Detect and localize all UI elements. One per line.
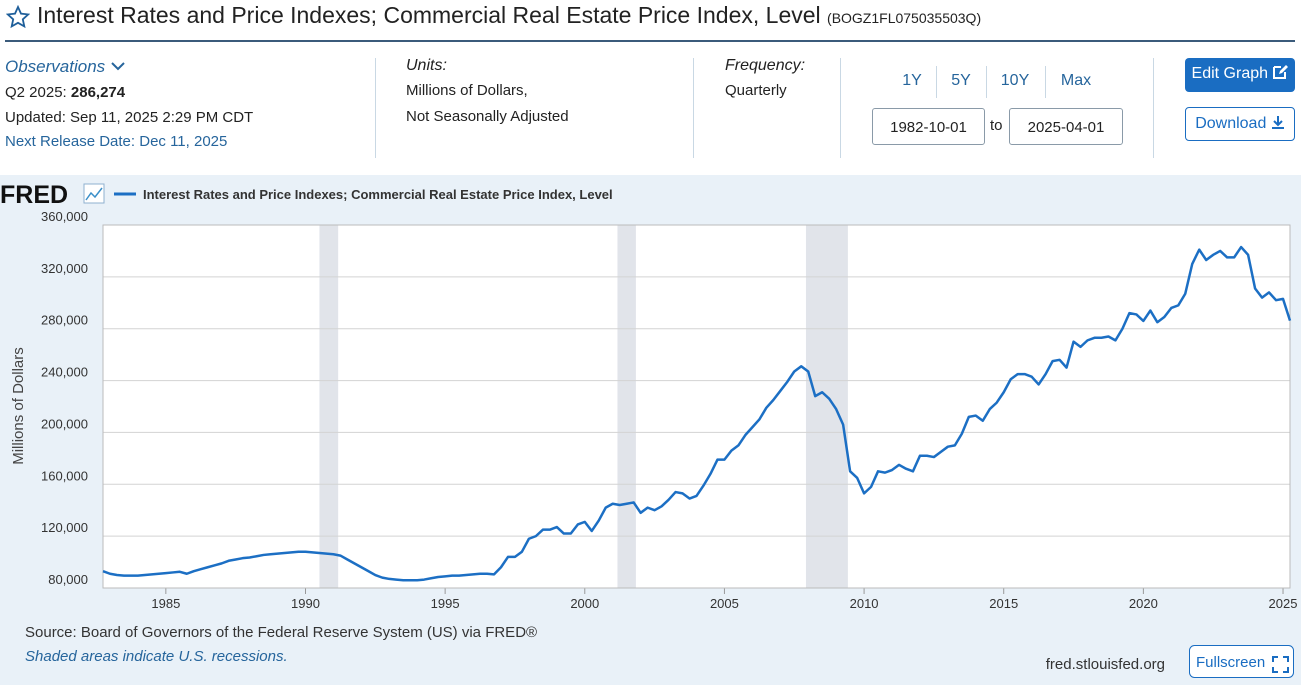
next-release[interactable]: Next Release Date: Dec 11, 2025 — [5, 133, 228, 150]
units-label: Units: — [406, 57, 447, 74]
logo-icon — [83, 183, 105, 204]
x-tick-label: 2025 — [1269, 596, 1298, 611]
obs-value: 286,274 — [70, 84, 126, 101]
fullscreen-text: Fullscreen — [1196, 654, 1265, 671]
range-button[interactable]: 1Y — [902, 72, 922, 89]
range-button[interactable]: 10Y — [1000, 72, 1030, 89]
fred-logo[interactable]: FRED — [0, 181, 68, 209]
title-text: Interest Rates and Price Indexes; Commer… — [37, 2, 821, 28]
y-tick-label: 120,000 — [41, 520, 88, 535]
recession-band — [805, 225, 848, 588]
fullscreen-icon — [1272, 656, 1289, 673]
y-axis-label: Millions of Dollars — [10, 347, 27, 465]
x-tick-label: 2000 — [570, 596, 599, 611]
end-date-input[interactable]: 2025-04-01 — [1009, 108, 1123, 145]
divider — [1045, 66, 1046, 98]
y-tick-label: 360,000 — [41, 209, 88, 224]
to-label: to — [990, 117, 1003, 134]
download-icon — [1271, 116, 1284, 129]
series-line — [102, 245, 1292, 582]
divider — [1153, 58, 1154, 158]
divider — [936, 66, 937, 98]
divider — [986, 66, 987, 98]
start-date-input[interactable]: 1982-10-01 — [872, 108, 985, 145]
x-tick-label: 1985 — [151, 596, 180, 611]
y-tick-label: 200,000 — [41, 416, 88, 431]
y-tick-label: 160,000 — [41, 468, 88, 483]
y-tick-label: 240,000 — [41, 365, 88, 380]
recession-note: Shaded areas indicate U.S. recessions. — [25, 648, 288, 665]
logo-icon-line — [85, 187, 103, 201]
y-tick-label: 320,000 — [41, 261, 88, 276]
legend-label: Interest Rates and Price Indexes; Commer… — [143, 187, 613, 202]
chart: FRED Millions of Dollars Source: Board o… — [0, 175, 1301, 685]
recession-band — [319, 225, 339, 588]
edit-graph-text: Edit Graph — [1191, 65, 1269, 82]
updated: Updated: Sep 11, 2025 2:29 PM CDT — [5, 109, 254, 126]
divider — [840, 58, 841, 158]
divider — [693, 58, 694, 158]
x-tick-label: 2005 — [710, 596, 739, 611]
divider — [375, 58, 376, 158]
x-tick-label: 2010 — [850, 596, 879, 611]
frequency-label: Frequency: — [725, 57, 806, 74]
recession-band — [617, 225, 636, 588]
series-id: (BOGZ1FL075035503Q) — [827, 10, 982, 26]
frequency: Quarterly — [725, 82, 787, 99]
edit-graph-button[interactable]: Edit Graph — [1185, 58, 1295, 92]
obs-date: Q2 2025: — [5, 84, 67, 101]
fullscreen-button[interactable] — [1189, 645, 1294, 678]
divider — [5, 40, 1295, 42]
units: Millions of Dollars, — [406, 82, 528, 99]
observations-toggle[interactable]: Observations — [5, 57, 126, 77]
units: Not Seasonally Adjusted — [406, 108, 569, 125]
x-tick-label: 2020 — [1129, 596, 1158, 611]
x-tick-label: 1995 — [431, 596, 460, 611]
chevron — [111, 62, 125, 71]
edit-icon — [1273, 65, 1289, 79]
observations-label: Observations — [5, 57, 106, 76]
plot-area — [103, 225, 1290, 588]
observation: Q2 2025: 286,274 — [5, 84, 125, 101]
download-button[interactable]: Download — [1185, 107, 1295, 141]
range-button[interactable]: 5Y — [951, 72, 971, 89]
y-tick-label: 80,000 — [48, 572, 88, 587]
source: Source: Board of Governors of the Federa… — [25, 624, 537, 641]
title: Interest Rates and Price Indexes; Commer… — [37, 2, 981, 29]
site-link[interactable]: fred.stlouisfed.org — [1046, 656, 1165, 673]
download-text: Download — [1195, 115, 1267, 132]
x-tick-label: 1990 — [291, 596, 320, 611]
y-tick-label: 280,000 — [41, 313, 88, 328]
x-tick-label: 2015 — [989, 596, 1018, 611]
star-icon[interactable] — [6, 5, 30, 29]
range-button[interactable]: Max — [1060, 72, 1092, 89]
plot-border — [102, 224, 1291, 589]
